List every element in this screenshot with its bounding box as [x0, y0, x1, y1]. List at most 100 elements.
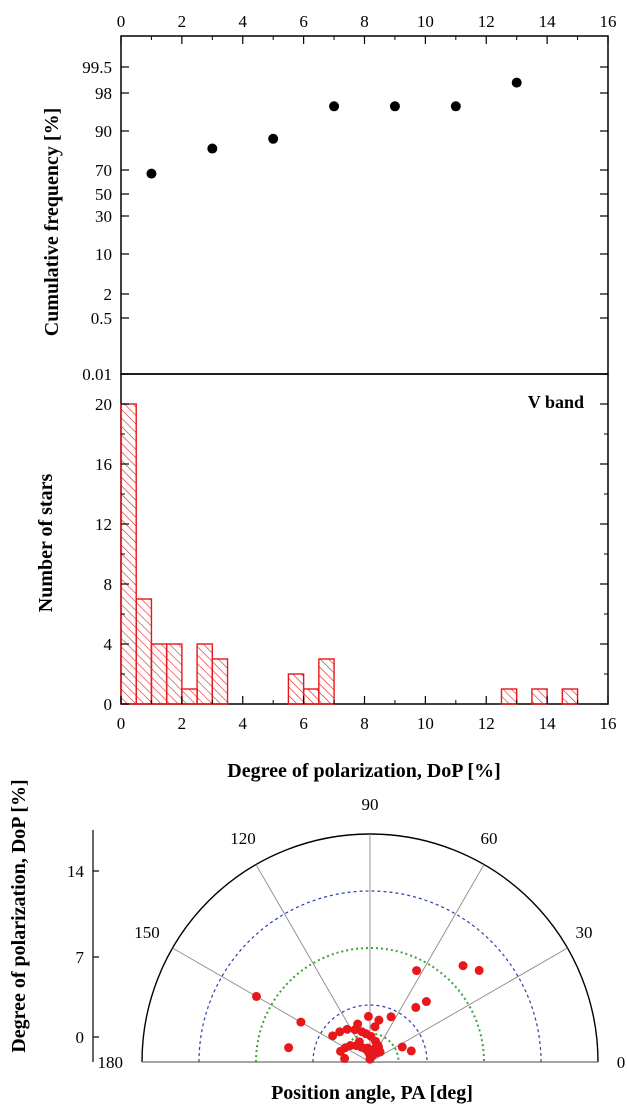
cumulative-point: [450, 101, 461, 112]
histogram-x-tick-label: 4: [239, 714, 248, 733]
polar-point: [336, 1046, 346, 1056]
polar-spoke: [172, 947, 371, 1063]
cumulative-y-axis-title: Cumulative frequency [%]: [41, 108, 63, 337]
histogram-x-tick-label: 6: [299, 714, 308, 733]
histogram-bar: [196, 643, 214, 705]
polar-point: [296, 1017, 306, 1027]
polar-point: [342, 1024, 352, 1034]
histogram-bar: [150, 643, 168, 705]
polar-point: [335, 1027, 345, 1037]
histogram-bar: [211, 658, 229, 705]
histogram-x-tick-label: 14: [539, 714, 557, 733]
histogram-panel: 0 2 4 6 8 10 12 14 16 0 4 8 12 16 20 V band Number of …: [35, 373, 617, 782]
polar-r-tick-label: 14: [67, 862, 85, 881]
cumulative-y-tick-label: 2: [104, 285, 113, 304]
polar-angle-label: 120: [230, 829, 256, 848]
cumulative-plot-frame: [120, 35, 609, 375]
cumulative-points: [146, 77, 522, 179]
cumulative-y-tick-label: 10: [95, 245, 112, 264]
cumulative-x-tick-label: 12: [478, 12, 495, 31]
cumulative-y-tick-label: 90: [95, 122, 112, 141]
polar-point: [366, 1031, 376, 1041]
histogram-x-tick-label: 8: [360, 714, 369, 733]
polar-point: [328, 1031, 338, 1041]
cumulative-x-tick-label: 6: [299, 12, 308, 31]
polar-point: [370, 1022, 380, 1032]
band-label: V band: [528, 392, 584, 412]
cumulative-point: [329, 101, 340, 112]
histogram-bar: [561, 688, 579, 705]
histogram-bars: [120, 403, 579, 705]
polar-point: [354, 1037, 364, 1047]
histogram-x-tick-label: 10: [417, 714, 434, 733]
histogram-ticks: 0 2 4 6 8 10 12 14 16 0 4 8 12 16 20: [95, 395, 617, 733]
histogram-y-tick-label: 4: [104, 635, 113, 654]
polar-spoke: [369, 864, 485, 1063]
histogram-x-tick-label: 16: [600, 714, 617, 733]
cumulative-y-tick-label: 99.5: [82, 58, 112, 77]
histogram-x-tick-label: 0: [117, 714, 126, 733]
cumulative-x-tick-label: 2: [178, 12, 187, 31]
polar-point: [474, 965, 484, 975]
cumulative-frequency-panel: 0 2 4 6 8 10 12 14 16 0.01 0.5 2 10 30 50 70 90 98 99.5 Cu…: [41, 12, 617, 384]
cumulative-point: [146, 168, 157, 179]
histogram-y-tick-label: 12: [95, 515, 112, 534]
histogram-y-axis-title: Number of stars: [35, 474, 57, 613]
cumulative-x-tick-label: 8: [360, 12, 369, 31]
cumulative-point: [207, 143, 218, 154]
polar-point: [251, 991, 261, 1001]
cumulative-point: [268, 133, 279, 144]
polar-angle-label: 60: [481, 829, 498, 848]
cumulative-x-tick-label: 16: [600, 12, 617, 31]
histogram-bar: [135, 598, 153, 705]
polar-point: [412, 966, 422, 976]
cumulative-ticks: 0 2 4 6 8 10 12 14 16 0.01 0.5 2 10 30 50 70 90 98 99.5: [82, 12, 616, 384]
polar-x-axis-title: Position angle, PA [deg]: [271, 1082, 473, 1104]
polar-r-tick-label: 7: [76, 948, 85, 967]
polar-point: [340, 1053, 350, 1063]
cumulative-y-tick-label: 50: [95, 185, 112, 204]
cumulative-y-tick-label: 0.01: [82, 365, 112, 384]
histogram-bar: [531, 688, 548, 705]
histogram-bar: [318, 658, 335, 705]
polar-angle-label: 150: [134, 923, 160, 942]
histogram-bar: [181, 688, 198, 705]
histogram-plot-frame: [120, 373, 609, 705]
polar-panel: 0 7 14 0 30 60 90 120 150 180 Degree of polarizat…: [8, 779, 625, 1104]
polar-point: [406, 1046, 416, 1056]
histogram-bar: [500, 688, 518, 705]
polar-ticks: 0 7 14 0 30 60 90 120 150 180: [67, 795, 625, 1072]
cumulative-x-tick-label: 4: [239, 12, 248, 31]
polar-point: [458, 961, 468, 971]
cumulative-x-tick-label: 10: [417, 12, 434, 31]
polar-point: [374, 1015, 384, 1025]
polar-point: [368, 1050, 378, 1060]
polar-point: [397, 1042, 407, 1052]
polar-r-tick-label: 0: [76, 1028, 85, 1047]
cumulative-y-tick-label: 70: [95, 161, 112, 180]
polar-point: [421, 997, 431, 1007]
histogram-y-tick-label: 16: [95, 455, 112, 474]
histogram-bar: [165, 643, 183, 705]
histogram-x-axis-title: Degree of polarization, DoP [%]: [227, 760, 500, 782]
polar-circle-blue: [312, 1004, 428, 1063]
cumulative-y-tick-label: 0.5: [91, 309, 112, 328]
histogram-x-tick-label: 2: [178, 714, 187, 733]
cumulative-y-tick-label: 98: [95, 84, 112, 103]
polar-point: [411, 1002, 421, 1012]
polar-angle-label: 180: [98, 1053, 124, 1072]
histogram-y-tick-label: 0: [104, 695, 113, 714]
polar-y-axis-title: Degree of polarization, DoP [%]: [8, 779, 30, 1052]
histogram-bar: [302, 688, 320, 705]
cumulative-x-tick-label: 14: [539, 12, 557, 31]
polar-point: [363, 1011, 373, 1021]
polar-point: [284, 1043, 294, 1053]
histogram-bar: [287, 673, 305, 705]
polar-angle-label: 0: [617, 1053, 626, 1072]
polar-angle-label: 90: [362, 795, 379, 814]
cumulative-x-tick-label: 0: [117, 12, 126, 31]
polar-angle-label: 30: [576, 923, 593, 942]
polar-points: [251, 961, 484, 1064]
polar-point: [386, 1012, 396, 1022]
cumulative-y-tick-label: 30: [95, 207, 112, 226]
